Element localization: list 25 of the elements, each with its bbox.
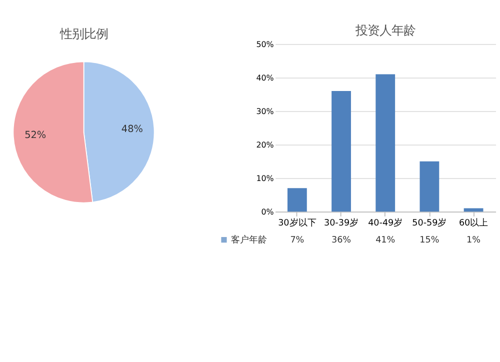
chart-title: 性别比例 bbox=[58, 26, 108, 41]
x-tick-label: 30-39岁 bbox=[324, 217, 359, 228]
bar bbox=[332, 90, 351, 212]
legend-label: 客户年龄 bbox=[231, 234, 268, 246]
bar bbox=[287, 188, 307, 212]
y-tick-label: 30% bbox=[256, 107, 274, 116]
data-label: 41% bbox=[376, 235, 396, 246]
y-tick-label: 40% bbox=[256, 74, 274, 83]
bar bbox=[420, 161, 440, 212]
data-label: 1% bbox=[466, 235, 481, 246]
data-label: 36% bbox=[331, 235, 352, 246]
y-tick-label: 10% bbox=[256, 174, 274, 184]
y-tick-label: 20% bbox=[256, 140, 274, 150]
data-label: 15% bbox=[420, 235, 440, 246]
data-label: 52% bbox=[24, 130, 46, 141]
data-label: 48% bbox=[121, 124, 143, 135]
data-label: 7% bbox=[290, 235, 304, 246]
x-tick-label: 50-59岁 bbox=[412, 217, 447, 228]
x-tick-label: 40-49岁 bbox=[368, 217, 403, 228]
x-tick-label: 30岁以下 bbox=[278, 217, 316, 228]
y-tick-label: 50% bbox=[256, 40, 274, 50]
x-tick-label: 60以上 bbox=[458, 217, 488, 228]
y-tick-label: 0% bbox=[261, 208, 274, 217]
chart-title: 投资人年龄 bbox=[354, 23, 416, 38]
bar bbox=[376, 74, 396, 212]
